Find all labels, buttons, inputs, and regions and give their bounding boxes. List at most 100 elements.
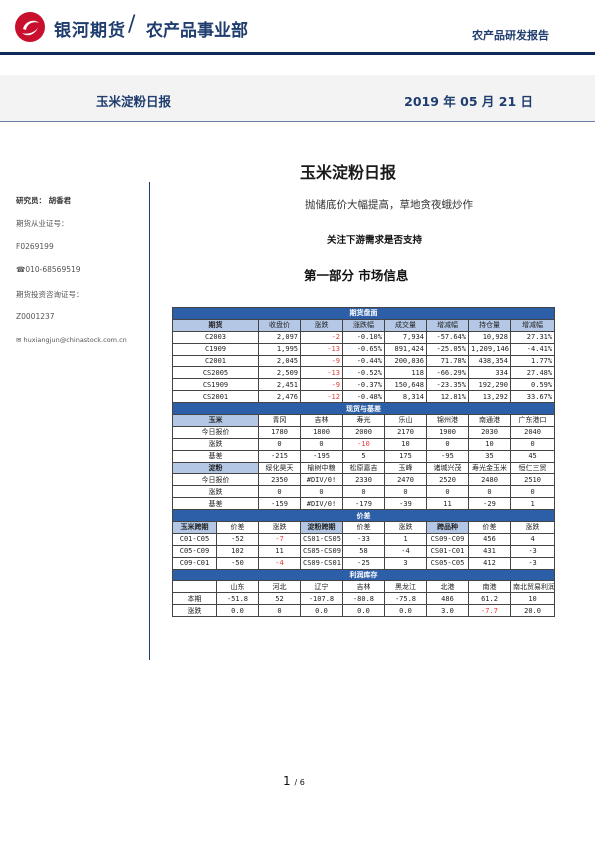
spread-row: C05-C09 102 11 CS05-CS09 58 -4 CS01-C01 431 -3 xyxy=(172,544,556,558)
column-header: 收盘价 xyxy=(258,318,301,332)
column-header: 山东 xyxy=(216,580,259,594)
spread-cell: -33 xyxy=(342,532,385,546)
profit-section-title-row: 利润库存 xyxy=(171,568,556,582)
futures-cell: CS1909 xyxy=(172,378,259,392)
starch-cell: 2480 xyxy=(468,473,511,487)
report-subtitle-2: 关注下游需求是否支持 xyxy=(327,235,423,246)
column-header: 恒仁三贸 xyxy=(509,461,556,475)
spot-section-title-row: 现货与基差 xyxy=(171,402,556,416)
column-header: 涨跌 xyxy=(258,521,301,534)
corn-cell: 2040 xyxy=(509,425,556,439)
profit-cell: 0.0 xyxy=(384,604,427,618)
spread-cell: 3 xyxy=(384,556,427,570)
title-band xyxy=(0,75,595,122)
futures-section-title-row: 期货盘面 xyxy=(171,307,556,320)
column-header: 涨跌 xyxy=(300,318,343,332)
spread-cell: CS05-CS09 xyxy=(300,544,343,558)
spread-cell: C05-C09 xyxy=(172,544,217,558)
profit-cell: 10 xyxy=(509,592,556,606)
starch-cell: 0 xyxy=(258,485,301,499)
column-header: 寿光金玉米 xyxy=(468,461,511,475)
spread-cell: 456 xyxy=(468,532,511,546)
column-header: 涨跌 xyxy=(509,521,556,534)
futures-cell: 891,424 xyxy=(384,342,427,356)
futures-cell: 8,314 xyxy=(384,390,427,404)
starch-cell: -39 xyxy=(384,497,427,511)
starch-cell: 今日报价 xyxy=(172,473,259,487)
futures-cell: CS2005 xyxy=(172,366,259,380)
spread-cell: 4 xyxy=(509,532,556,546)
spread-cell: CS05-C05 xyxy=(426,556,469,570)
starch-cell: 2510 xyxy=(509,473,556,487)
researcher-name: 研究员： 胡香君 xyxy=(16,196,72,205)
starch-cell: 11 xyxy=(426,497,469,511)
starch-cell: -29 xyxy=(468,497,511,511)
spread-cell: CS09-CS01 xyxy=(300,556,343,570)
column-header: 松原嘉吉 xyxy=(342,461,385,475)
futures-cell: 1,209,146 xyxy=(468,342,511,356)
column-header: 辽宁 xyxy=(300,580,343,594)
corn-cell: 今日报价 xyxy=(172,425,259,439)
corn-cell: 0 xyxy=(258,437,301,451)
section-heading: 第一部分 市场信息 xyxy=(304,268,409,283)
starch-cell: 0 xyxy=(426,485,469,499)
spread-row: C01-C05 -52 -7 CS01-CS05 -33 1 CS09-C09 456 4 xyxy=(172,532,556,546)
futures-cell: 118 xyxy=(384,366,427,380)
email-address[interactable]: ✉ huxiangjun@chinastock.com.cn xyxy=(16,336,127,344)
galaxy-logo-icon xyxy=(15,12,45,42)
starch-cell: 0 xyxy=(300,485,343,499)
futures-cell: C1909 xyxy=(172,342,259,356)
column-header: 榆树中粮 xyxy=(300,461,343,475)
spread-cell: 412 xyxy=(468,556,511,570)
futures-cell: C2001 xyxy=(172,354,259,368)
futures-cell: 27.31% xyxy=(509,330,556,344)
mail-icon: ✉ xyxy=(16,336,22,344)
column-header: 跨品种 xyxy=(426,521,469,534)
profit-cell: 本期 xyxy=(172,592,217,606)
starch-cell: 0 xyxy=(468,485,511,499)
corn-cell: 175 xyxy=(384,449,427,463)
profit-cell: -51.8 xyxy=(216,592,259,606)
corn-cell: -10 xyxy=(342,437,385,451)
spread-cell: -50 xyxy=(216,556,259,570)
corn-cell: 1900 xyxy=(426,425,469,439)
futures-cell: -57.64% xyxy=(426,330,469,344)
profit-section-title: 利润库存 xyxy=(171,568,556,582)
column-header: 持仓量 xyxy=(468,318,511,332)
futures-cell: C2003 xyxy=(172,330,259,344)
profit-cell: 3.0 xyxy=(426,604,469,618)
spread-cell: -52 xyxy=(216,532,259,546)
spread-header-row: 玉米跨期 价差 涨跌 淀粉跨期 价差 涨跌 跨品种 价差 涨跌 xyxy=(172,521,556,534)
column-header: 乐山 xyxy=(384,414,427,427)
column-header: 价差 xyxy=(342,521,385,534)
starch-cell: 0 xyxy=(384,485,427,499)
starch-header-row: 淀粉 绥化昊天 榆树中粮 松原嘉吉 玉峰 诸城兴茂 寿光金玉米 恒仁三贸 xyxy=(172,461,556,475)
profit-cell: -107.8 xyxy=(300,592,343,606)
header-separator: / xyxy=(128,12,136,37)
starch-cell: -159 xyxy=(258,497,301,511)
column-header: 河北 xyxy=(258,580,301,594)
spread-cell: -3 xyxy=(509,544,556,558)
corn-row: 今日报价 1780 1800 2000 2170 1900 2030 2040 xyxy=(172,425,556,439)
corn-cell: 10 xyxy=(468,437,511,451)
report-title: 玉米淀粉日报 xyxy=(300,163,397,182)
corn-cell: -215 xyxy=(258,449,301,463)
spread-cell: 1 xyxy=(384,532,427,546)
corn-cell: 0 xyxy=(509,437,556,451)
futures-cell: 12.81% xyxy=(426,390,469,404)
futures-cell: 7,934 xyxy=(384,330,427,344)
futures-cell: -13 xyxy=(300,342,343,356)
futures-section-title: 期货盘面 xyxy=(171,307,556,320)
column-header: 期货 xyxy=(172,318,259,332)
spread-cell: -7 xyxy=(258,532,301,546)
column-header: 增减幅 xyxy=(426,318,469,332)
column-header: 玉米跨期 xyxy=(172,521,217,534)
report-category: 农产品研发报告 xyxy=(472,29,549,42)
corn-cell: 0 xyxy=(300,437,343,451)
corn-cell: 涨跌 xyxy=(172,437,259,451)
corn-cell: -95 xyxy=(426,449,469,463)
starch-cell: 2470 xyxy=(384,473,427,487)
corn-cell: 10 xyxy=(384,437,427,451)
futures-cell: -25.05% xyxy=(426,342,469,356)
column-header: 南港 xyxy=(468,580,511,594)
